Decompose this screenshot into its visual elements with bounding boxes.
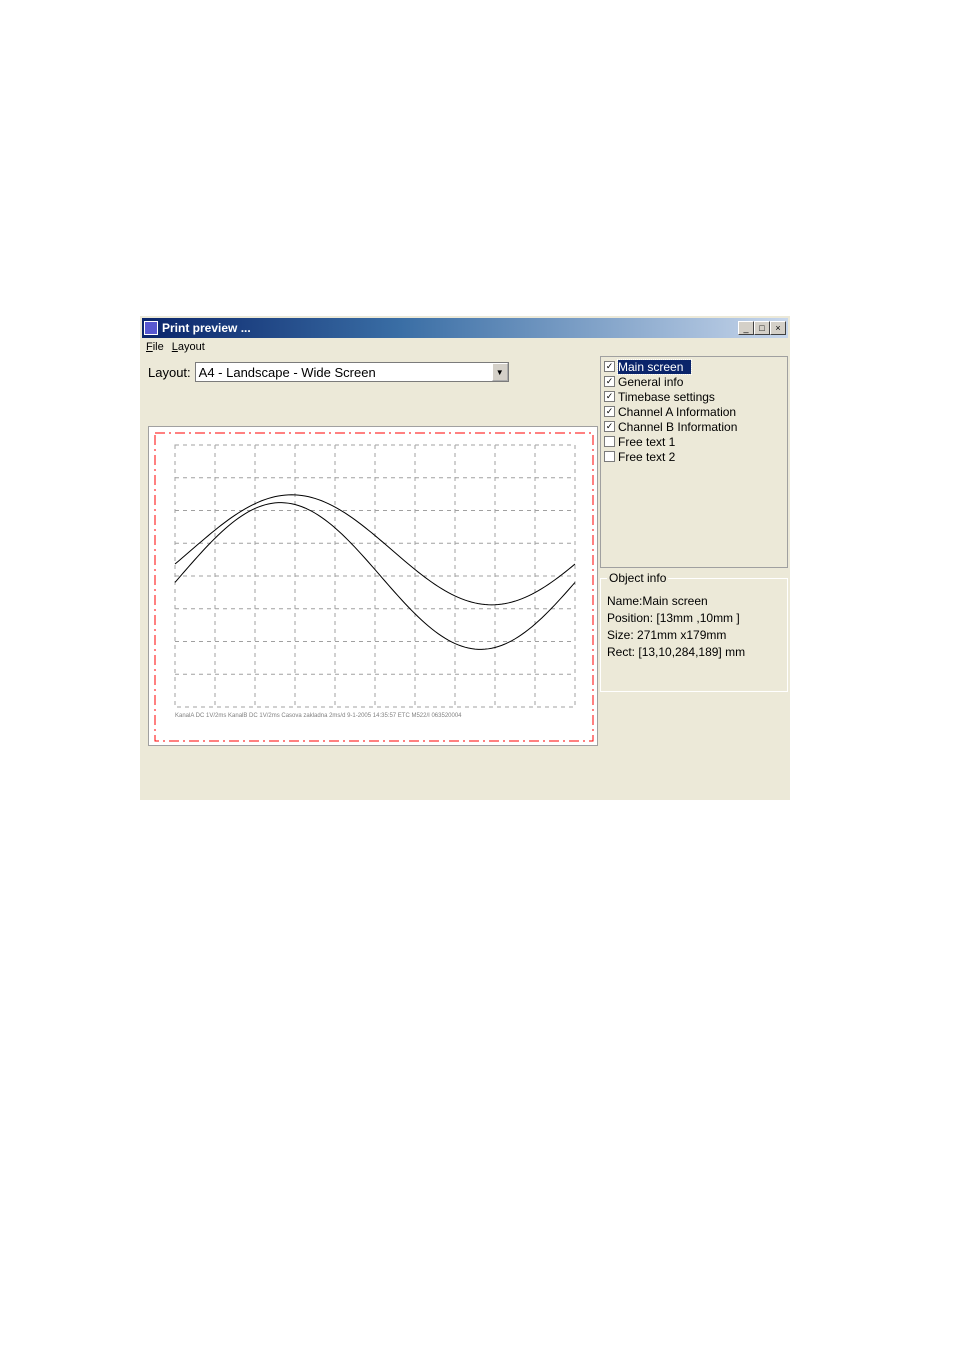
checklist-item[interactable]: Free text 1 — [603, 434, 785, 449]
menu-file-rest: ile — [153, 341, 164, 353]
info-name: Name:Main screen — [607, 593, 781, 610]
checklist-label: Main screen — [618, 360, 691, 374]
checklist-label: Free text 1 — [618, 435, 675, 449]
checkbox[interactable]: ✓ — [604, 421, 615, 432]
object-checklist: ✓Main screen✓General info✓Timebase setti… — [600, 356, 788, 568]
window-controls: _ □ × — [738, 321, 786, 335]
window-title: Print preview ... — [162, 321, 738, 335]
checklist-label: Free text 2 — [618, 450, 675, 464]
layout-label: Layout: — [148, 365, 191, 380]
checklist-label: Channel A Information — [618, 405, 736, 419]
info-position: Position: [13mm ,10mm ] — [607, 610, 781, 627]
minimize-icon[interactable]: _ — [738, 321, 754, 335]
checklist-label: General info — [618, 375, 683, 389]
info-rect: Rect: [13,10,284,189] mm — [607, 644, 781, 661]
checkbox[interactable] — [604, 436, 615, 447]
layout-row: Layout: A4 - Landscape - Wide Screen ▼ — [148, 362, 509, 382]
layout-select-value: A4 - Landscape - Wide Screen — [199, 365, 376, 380]
checklist-item[interactable]: ✓Timebase settings — [603, 389, 785, 404]
right-sidebar: ✓Main screen✓General info✓Timebase setti… — [600, 356, 788, 798]
menu-file[interactable]: File — [146, 341, 164, 353]
preview-canvas: KanalA DC 1V/2ms KanalB DC 1V/2ms Casova… — [148, 426, 598, 746]
checkbox[interactable]: ✓ — [604, 391, 615, 402]
checklist-item[interactable]: ✓General info — [603, 374, 785, 389]
client-area: Layout: A4 - Landscape - Wide Screen ▼ K… — [142, 356, 788, 798]
checkbox[interactable]: ✓ — [604, 376, 615, 387]
checklist-label: Channel B Information — [618, 420, 737, 434]
checklist-label: Timebase settings — [618, 390, 715, 404]
close-icon[interactable]: × — [770, 321, 786, 335]
checkbox[interactable]: ✓ — [604, 406, 615, 417]
object-info-legend: Object info — [607, 571, 668, 585]
info-size: Size: 271mm x179mm — [607, 627, 781, 644]
app-icon — [144, 321, 158, 335]
checklist-item[interactable]: ✓Main screen — [603, 359, 785, 374]
menu-layout-rest: ayout — [178, 341, 205, 353]
print-preview-window: Print preview ... _ □ × File Layout Layo… — [140, 316, 790, 800]
maximize-icon[interactable]: □ — [754, 321, 770, 335]
object-info-body: Name:Main screen Position: [13mm ,10mm ]… — [601, 579, 787, 667]
svg-text:KanalA DC 1V/2ms KanalB D: KanalA DC 1V/2ms KanalB DC 1V/2ms Casova… — [175, 713, 462, 719]
checklist-item[interactable]: Free text 2 — [603, 449, 785, 464]
layout-select[interactable]: A4 - Landscape - Wide Screen ▼ — [195, 362, 509, 382]
checkbox[interactable] — [604, 451, 615, 462]
titlebar[interactable]: Print preview ... _ □ × — [142, 318, 788, 338]
checkbox[interactable]: ✓ — [604, 361, 615, 372]
chevron-down-icon[interactable]: ▼ — [492, 363, 508, 381]
checklist-item[interactable]: ✓Channel A Information — [603, 404, 785, 419]
object-info-box: Object info Name:Main screen Position: [… — [600, 578, 788, 692]
menubar: File Layout — [142, 338, 788, 356]
checklist-item[interactable]: ✓Channel B Information — [603, 419, 785, 434]
menu-layout[interactable]: Layout — [172, 341, 205, 353]
preview-svg: KanalA DC 1V/2ms KanalB DC 1V/2ms Casova… — [149, 427, 599, 747]
